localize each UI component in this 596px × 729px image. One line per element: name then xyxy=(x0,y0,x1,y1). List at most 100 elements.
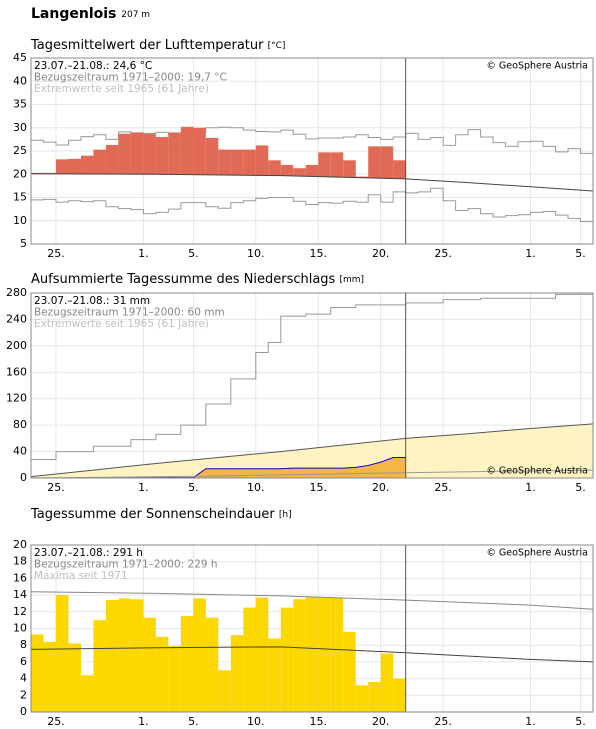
credit: © GeoSphere Austria xyxy=(486,466,588,477)
x-tick-label: 25. xyxy=(47,247,65,260)
bar xyxy=(293,168,306,177)
y-tick-label: 8 xyxy=(20,638,27,651)
bar xyxy=(318,597,331,712)
bar xyxy=(330,597,344,712)
area-line xyxy=(30,423,594,478)
step-line xyxy=(31,126,593,154)
y-tick-label: 18 xyxy=(13,555,27,568)
bar xyxy=(355,176,369,178)
bar xyxy=(55,159,69,174)
bar xyxy=(93,149,106,175)
y-tick-label: 40 xyxy=(13,74,27,87)
bar xyxy=(43,641,56,712)
bar xyxy=(143,133,156,175)
y-tick-label: 4 xyxy=(20,672,27,685)
station-elevation: 207 m xyxy=(121,10,150,20)
x-tick-label: 25. xyxy=(47,715,65,728)
line xyxy=(30,591,594,610)
x-tick-label: 5. xyxy=(188,247,199,260)
bar xyxy=(255,597,269,712)
x-tick-label: 1. xyxy=(138,481,149,494)
y-tick-label: 200 xyxy=(6,339,27,352)
title-text: Tagessumme der Sonnenscheindauer xyxy=(30,507,275,522)
step-line xyxy=(31,187,593,223)
bar xyxy=(343,160,356,178)
note: Bezugszeitraum 1971–2000: 60 mm xyxy=(34,307,225,319)
station-title: Langenlois 207 m xyxy=(31,6,150,22)
bar xyxy=(68,158,81,174)
chart-title: Tagessumme der Sonnenscheindauer [h] xyxy=(30,507,292,522)
bar xyxy=(230,635,244,712)
y-tick-label: 16 xyxy=(13,571,27,584)
note: Maxima seit 1971 xyxy=(34,570,128,582)
y-tick-label: 0 xyxy=(20,705,27,718)
bar xyxy=(230,149,244,176)
y-tick-label: 10 xyxy=(13,622,27,635)
x-tick-label: 5. xyxy=(575,481,586,494)
bar xyxy=(268,638,281,712)
bar xyxy=(343,631,356,712)
bar xyxy=(130,599,144,712)
x-tick-label: 15. xyxy=(309,715,327,728)
chart-title: Tagesmittelwert der Lufttemperatur [°C] xyxy=(30,38,285,53)
bar xyxy=(31,634,44,712)
x-tick-label: 10. xyxy=(247,715,265,728)
y-tick-label: 280 xyxy=(6,286,27,299)
y-tick-label: 25 xyxy=(13,144,27,157)
bar xyxy=(393,678,406,712)
chart-title: Aufsummierte Tagessumme des Niederschlag… xyxy=(31,272,364,287)
y-tick-label: 15 xyxy=(13,191,27,204)
bar xyxy=(68,643,81,712)
bar xyxy=(255,145,269,176)
bar xyxy=(118,133,131,175)
line xyxy=(30,173,594,192)
x-tick-label: 1. xyxy=(138,247,149,260)
bar xyxy=(168,132,181,175)
x-tick-label: 5. xyxy=(188,715,199,728)
x-tick-label: 1. xyxy=(525,715,536,728)
y-tick-label: 20 xyxy=(13,538,27,551)
note: 23.07.–21.08.: 24,6 °C xyxy=(34,60,152,72)
bar xyxy=(155,636,169,712)
note: 23.07.–21.08.: 31 mm xyxy=(34,295,150,307)
bar xyxy=(80,675,94,712)
x-tick-label: 10. xyxy=(247,481,265,494)
unit: [°C] xyxy=(268,41,286,51)
bar xyxy=(243,607,256,712)
x-tick-label: 25. xyxy=(434,481,452,494)
y-tick-label: 14 xyxy=(13,588,27,601)
x-tick-label: 25. xyxy=(47,481,65,494)
bar xyxy=(280,164,294,176)
title-text: Aufsummierte Tagessumme des Niederschlag… xyxy=(31,272,336,287)
x-tick-label: 5. xyxy=(188,481,199,494)
plot-frame xyxy=(30,57,594,245)
bar xyxy=(155,137,169,175)
bar xyxy=(305,164,319,177)
bar xyxy=(368,146,381,179)
bar xyxy=(330,152,344,178)
bar xyxy=(118,598,131,712)
bar xyxy=(205,617,219,712)
bar xyxy=(318,152,331,177)
note: 23.07.–21.08.: 291 h xyxy=(34,547,143,559)
bar xyxy=(93,620,106,712)
bar xyxy=(380,146,394,179)
bar xyxy=(243,149,256,176)
y-tick-label: 45 xyxy=(13,51,27,64)
station-name: Langenlois xyxy=(31,6,116,22)
y-tick-label: 0 xyxy=(20,471,27,484)
x-tick-label: 25. xyxy=(434,247,452,260)
note: Extremwerte seit 1965 (61 Jahre) xyxy=(34,318,209,330)
area xyxy=(31,423,593,478)
x-tick-label: 20. xyxy=(372,481,390,494)
x-tick-label: 15. xyxy=(309,481,327,494)
y-tick-label: 40 xyxy=(13,445,27,458)
y-tick-label: 160 xyxy=(6,365,27,378)
x-tick-label: 5. xyxy=(575,715,586,728)
x-tick-label: 5. xyxy=(575,247,586,260)
y-tick-label: 240 xyxy=(6,312,27,325)
x-tick-label: 1. xyxy=(525,481,536,494)
bar xyxy=(168,646,181,712)
bar xyxy=(355,685,369,712)
